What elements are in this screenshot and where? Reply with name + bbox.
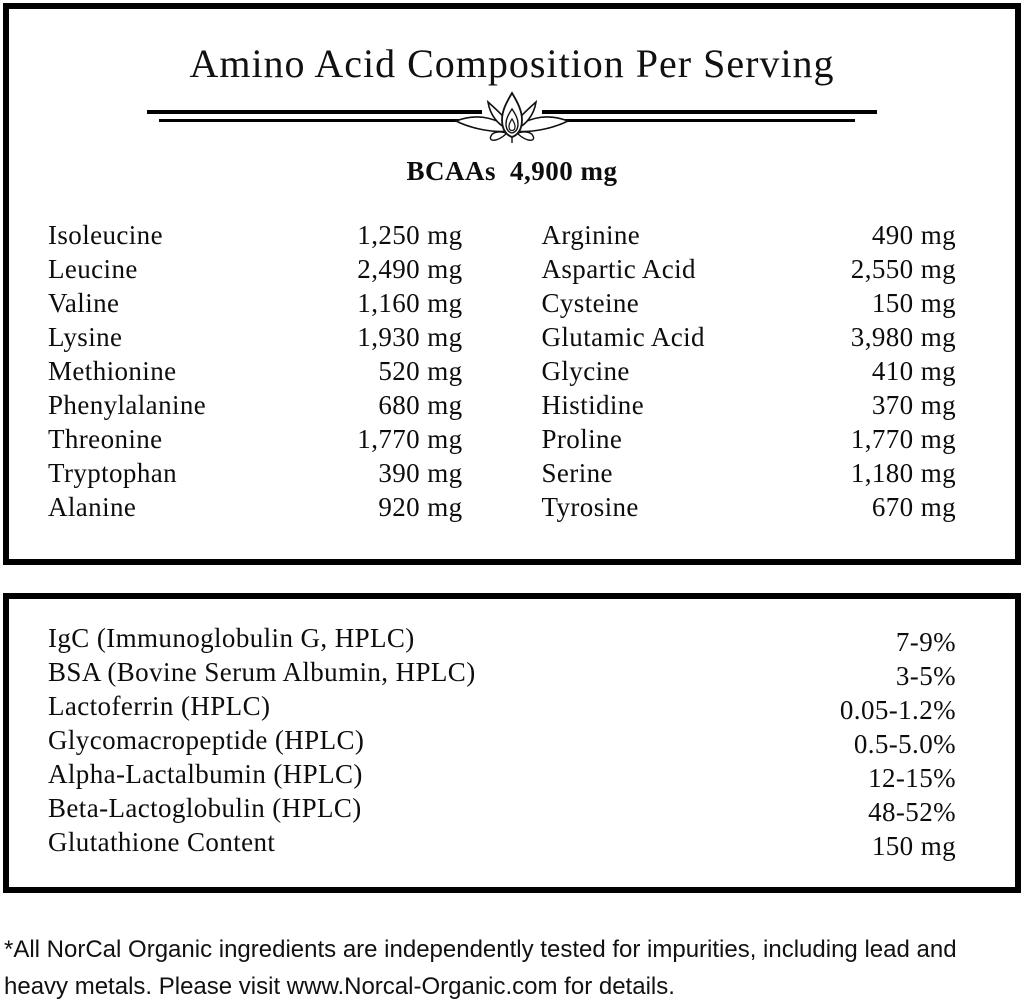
amino-amount: 2,490 mg xyxy=(357,254,463,284)
page-title: Amino Acid Composition Per Serving xyxy=(189,41,835,86)
amino-name: Alanine xyxy=(48,492,137,522)
lotus-ornament-icon xyxy=(454,91,570,143)
amino-row: Serine 1,180 mg xyxy=(542,456,957,490)
amino-name: Arginine xyxy=(541,220,641,250)
amino-row: Tryptophan 390 mg xyxy=(48,456,463,490)
bcaa-total-row: BCAAs 4,900 mg xyxy=(9,156,1015,186)
fraction-row: Glutathione Content 150 mg xyxy=(48,825,956,861)
amino-row: Tyrosine 670 mg xyxy=(542,490,957,524)
amino-row: Histidine 370 mg xyxy=(542,388,957,422)
fraction-name: IgC (Immunoglobulin G, HPLC) xyxy=(48,623,415,653)
fraction-amount: 0.05-1.2% xyxy=(839,695,956,725)
fraction-row: IgC (Immunoglobulin G, HPLC) 7-9% xyxy=(48,621,956,657)
amino-acid-panel: Amino Acid Composition Per Serving BCAAs… xyxy=(3,3,1021,565)
amino-row: Aspartic Acid 2,550 mg xyxy=(542,252,957,286)
protein-fractions-panel: IgC (Immunoglobulin G, HPLC) 7-9% BSA (Bo… xyxy=(3,593,1021,893)
amino-row: Glycine 410 mg xyxy=(542,354,957,388)
amino-name: Phenylalanine xyxy=(48,390,207,420)
amino-name: Glutamic Acid xyxy=(541,322,705,352)
amino-name: Methionine xyxy=(48,356,177,386)
fraction-row: Beta-Lactoglobulin (HPLC) 48-52% xyxy=(48,791,956,827)
amino-row: Glutamic Acid 3,980 mg xyxy=(542,320,957,354)
amino-amount: 1,160 mg xyxy=(357,288,463,318)
amino-name: Serine xyxy=(541,458,613,488)
bcaa-label: BCAAs xyxy=(406,156,496,186)
fraction-name: BSA (Bovine Serum Albumin, HPLC) xyxy=(48,657,476,687)
amino-amount: 390 mg xyxy=(378,458,463,488)
amino-amount: 370 mg xyxy=(871,390,956,420)
amino-amount: 410 mg xyxy=(871,356,956,386)
fraction-amount: 48-52% xyxy=(868,797,956,827)
fraction-name: Glycomacropeptide (HPLC) xyxy=(48,725,365,755)
amino-amount: 1,770 mg xyxy=(357,424,463,454)
amino-name: Tyrosine xyxy=(541,492,639,522)
amino-amount: 1,930 mg xyxy=(357,322,463,352)
header-divider xyxy=(147,91,877,143)
amino-name: Glycine xyxy=(541,356,630,386)
amino-row: Proline 1,770 mg xyxy=(542,422,957,456)
fraction-name: Beta-Lactoglobulin (HPLC) xyxy=(48,793,362,823)
amino-amount: 670 mg xyxy=(871,492,956,522)
protein-fractions-table: IgC (Immunoglobulin G, HPLC) 7-9% BSA (Bo… xyxy=(9,599,1015,861)
fraction-amount: 3-5% xyxy=(895,661,956,691)
amino-name: Lysine xyxy=(48,322,123,352)
amino-amount: 680 mg xyxy=(378,390,463,420)
fraction-name: Alpha-Lactalbumin (HPLC) xyxy=(48,759,363,789)
fraction-amount: 150 mg xyxy=(871,831,956,861)
fraction-row: BSA (Bovine Serum Albumin, HPLC) 3-5% xyxy=(48,655,956,691)
fraction-name: Lactoferrin (HPLC) xyxy=(48,691,271,721)
amino-amount: 1,770 mg xyxy=(850,424,956,454)
amino-name: Valine xyxy=(48,288,120,318)
amino-row: Cysteine 150 mg xyxy=(542,286,957,320)
amino-row: Alanine 920 mg xyxy=(48,490,463,524)
amino-name: Aspartic Acid xyxy=(541,254,696,284)
amino-acid-table: Isoleucine 1,250 mg Leucine 2,490 mg Valin… xyxy=(9,218,1015,524)
amino-name: Cysteine xyxy=(541,288,640,318)
amino-name: Leucine xyxy=(48,254,138,284)
fraction-row: Lactoferrin (HPLC) 0.05-1.2% xyxy=(48,689,956,725)
amino-row: Leucine 2,490 mg xyxy=(48,252,463,286)
amino-name: Threonine xyxy=(48,424,163,454)
amino-name: Proline xyxy=(541,424,623,454)
amino-column-left: Isoleucine 1,250 mg Leucine 2,490 mg Valin… xyxy=(48,218,463,524)
bcaa-value: 4,900 mg xyxy=(510,156,618,186)
fraction-amount: 0.5-5.0% xyxy=(853,729,956,759)
amino-amount: 2,550 mg xyxy=(850,254,956,284)
amino-amount: 920 mg xyxy=(378,492,463,522)
amino-row: Arginine 490 mg xyxy=(542,218,957,252)
fraction-row: Glycomacropeptide (HPLC) 0.5-5.0% xyxy=(48,723,956,759)
amino-amount: 3,980 mg xyxy=(850,322,956,352)
amino-name: Tryptophan xyxy=(48,458,178,488)
fraction-row: Alpha-Lactalbumin (HPLC) 12-15% xyxy=(48,757,956,793)
amino-name: Histidine xyxy=(541,390,645,420)
amino-name: Isoleucine xyxy=(48,220,163,250)
amino-column-right: Arginine 490 mg Aspartic Acid 2,550 mg Cys… xyxy=(542,218,957,524)
amino-amount: 1,180 mg xyxy=(850,458,956,488)
fraction-name: Glutathione Content xyxy=(48,827,276,857)
amino-amount: 520 mg xyxy=(378,356,463,386)
amino-row: Threonine 1,770 mg xyxy=(48,422,463,456)
amino-row: Isoleucine 1,250 mg xyxy=(48,218,463,252)
amino-row: Lysine 1,930 mg xyxy=(48,320,463,354)
amino-row: Valine 1,160 mg xyxy=(48,286,463,320)
amino-amount: 1,250 mg xyxy=(357,220,463,250)
amino-amount: 150 mg xyxy=(871,288,956,318)
fraction-amount: 7-9% xyxy=(895,627,956,657)
footnote: *All NorCal Organic ingredients are inde… xyxy=(4,936,957,1000)
amino-row: Methionine 520 mg xyxy=(48,354,463,388)
amino-amount: 490 mg xyxy=(871,220,956,250)
amino-row: Phenylalanine 680 mg xyxy=(48,388,463,422)
fraction-amount: 12-15% xyxy=(868,763,956,793)
